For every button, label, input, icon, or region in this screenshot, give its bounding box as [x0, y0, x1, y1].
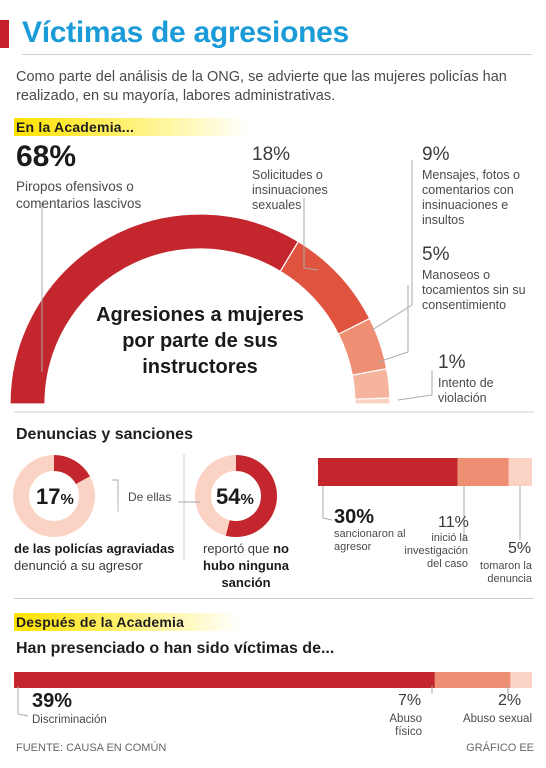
stack2-segment-39: [14, 672, 435, 688]
academy-label-5: Manoseos o tocamientos sin su consentimi…: [422, 268, 526, 312]
academy-pct-18: 18%: [252, 144, 291, 165]
bar-label-11: inició la investigación del caso: [404, 532, 468, 570]
section-band-after: [14, 613, 304, 631]
stacked-bar-outcomes: [318, 458, 532, 486]
semi-donut-chart: [9, 160, 534, 413]
de-ellas-label: De ellas: [128, 490, 172, 504]
academy-label-68: Piropos ofensivos o comentarios lascivos: [16, 179, 142, 211]
after-label-7: Abuso físico: [389, 713, 422, 738]
section-label-academy: En la Academia...: [16, 119, 135, 135]
academy-label-18: Solicitudes o insinuaciones sexuales: [252, 168, 328, 212]
leader-line-5: [377, 285, 409, 363]
stack2-segment-2: [510, 672, 532, 688]
leader-line-1: [397, 370, 433, 401]
donut1-value-arc: [53, 455, 90, 485]
stack1-segment-5: [508, 458, 532, 486]
stack1-segment-30: [318, 458, 458, 486]
bar-label-30: sancionaron al agresor: [334, 528, 406, 553]
leader-de-ellas: [112, 479, 119, 502]
academy-label-1: Intento de violación: [438, 376, 494, 405]
title-accent-bar: [0, 20, 9, 48]
bar-pct-5: 5%: [508, 540, 532, 557]
semi-donut-segment-1: [354, 397, 391, 405]
page-title: Víctimas de agresiones: [22, 16, 349, 49]
after-label-39: Discriminación: [32, 714, 107, 726]
after-pct-7: 7%: [398, 692, 422, 709]
donut-chart-denuncia: [13, 455, 95, 537]
donut2-value: 54%: [216, 484, 254, 509]
academy-pct-5: 5%: [422, 244, 450, 265]
footer-credit: GRÁFICO EE: [466, 742, 534, 754]
section-label-after: Después de la Academia: [16, 614, 185, 630]
after-subheading: Han presenciado o han sido víctimas de..…: [16, 640, 335, 657]
denuncias-graphics: [13, 454, 532, 560]
after-pct-2: 2%: [498, 692, 522, 709]
leader-after-39: [17, 686, 29, 717]
stack1-segment-11: [457, 458, 509, 486]
footer-source: FUENTE: CAUSA EN COMÚN: [16, 742, 167, 754]
stack2-segment-7: [434, 672, 511, 688]
denuncias-heading: Denuncias y sanciones: [16, 426, 193, 443]
donut2-value-arc: [225, 455, 277, 537]
section-divider-2: [14, 598, 534, 599]
donut1-caption: de las policías agraviadas denunció a su…: [14, 541, 175, 573]
bar-pct-11: 11%: [438, 514, 469, 531]
donut2-caption: reportó que no hubo ninguna sanción: [202, 541, 289, 590]
academy-pct-9: 9%: [422, 144, 450, 165]
after-label-2: Abuso sexual: [462, 713, 532, 725]
stacked-bar-after: [14, 672, 532, 717]
bar-label-5: tomaron la denuncia: [480, 560, 532, 585]
title-divider: [22, 54, 532, 55]
semi-donut-center-label: Agresiones a mujeres por parte de sus in…: [96, 304, 304, 378]
after-pct-39: 39%: [32, 690, 73, 712]
leader-line-18: [303, 198, 319, 271]
bar-pct-30: 30%: [334, 506, 375, 528]
intro-text: Como parte del análisis de la ONG, se ad…: [16, 69, 507, 104]
donut1-value: 17%: [36, 484, 74, 509]
leader-line-9: [371, 160, 413, 331]
leader-bar-30: [322, 486, 333, 521]
academy-label-9: Mensajes, fotos o comentarios con insinu…: [422, 168, 520, 227]
donut-chart-sancion: [195, 455, 277, 537]
academy-pct-68: 68%: [16, 140, 77, 173]
section-band-academy: [14, 118, 314, 136]
academy-pct-1: 1%: [438, 352, 466, 373]
